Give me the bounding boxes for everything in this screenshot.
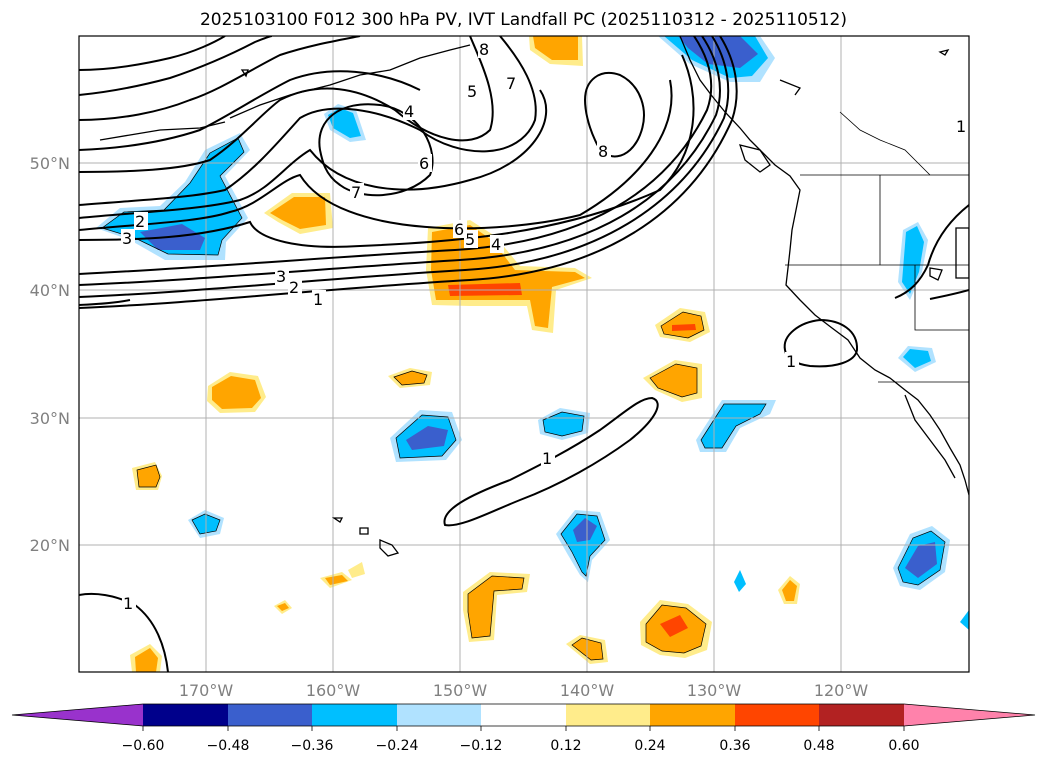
latitude-labels: 50°N 40°N 30°N 20°N <box>30 154 70 555</box>
colorbar-swatch-7 <box>650 704 735 726</box>
coastlines <box>99 36 969 557</box>
contour-label-1-b: 1 <box>542 449 552 468</box>
colorbar-swatch-2 <box>228 704 312 726</box>
contour-label-1-c: 1 <box>786 352 796 371</box>
colorbar-tick-1: −0.60 <box>122 738 165 754</box>
longitude-labels: 170°W 160°W 150°W 140°W 130°W 120°W <box>179 681 869 700</box>
colorbar-swatch-8 <box>735 704 819 726</box>
colorbar-tick-5: −0.12 <box>460 738 503 754</box>
colorbar-tick-10: 0.60 <box>888 738 919 754</box>
colorbar-swatch-4 <box>397 704 481 726</box>
contour-label-6-b: 6 <box>419 154 429 173</box>
colorbar-tick-6: 0.12 <box>550 738 581 754</box>
pv-contours <box>79 36 969 672</box>
lon-label-150w: 150°W <box>433 681 488 700</box>
contour-label-7-a: 7 <box>351 183 361 202</box>
map-panel: 1 2 3 4 5 6 7 2 3 4 5 6 7 8 <box>79 36 969 672</box>
contour-label-5-b: 5 <box>467 82 477 101</box>
contour-label-2-b: 2 <box>135 212 145 231</box>
contour-label-3-a: 3 <box>276 267 286 286</box>
colorbar-extend-max <box>904 704 1035 726</box>
lon-label-170w: 170°W <box>179 681 234 700</box>
colorbar-swatch-9 <box>819 704 904 726</box>
colorbar-swatch-6 <box>566 704 650 726</box>
colorbar-extend-min <box>12 704 143 726</box>
contour-label-5-a: 5 <box>465 230 475 249</box>
contour-label-1-a: 1 <box>313 290 323 309</box>
lon-label-160w: 160°W <box>306 681 361 700</box>
map-title: 2025103100 F012 300 hPa PV, IVT Landfall… <box>199 10 847 30</box>
contour-label-3-b: 3 <box>122 229 132 248</box>
gridlines <box>79 36 969 672</box>
lat-label-40n: 40°N <box>30 281 70 300</box>
lat-label-30n: 30°N <box>30 409 70 428</box>
contour-label-1-e: 1 <box>956 117 966 136</box>
colorbar-tick-9: 0.48 <box>803 738 834 754</box>
lat-label-50n: 50°N <box>30 154 70 173</box>
colorbar-tick-8: 0.36 <box>719 738 750 754</box>
contour-labels: 1 2 3 4 5 6 7 2 3 4 5 6 7 8 <box>121 40 969 613</box>
colorbar-tick-2: −0.48 <box>207 738 250 754</box>
colorbar-tick-4: −0.24 <box>376 738 419 754</box>
colorbar: −0.60 −0.48 −0.36 −0.24 −0.12 0.12 0.24 … <box>11 703 1036 754</box>
contour-label-8-b: 8 <box>598 142 608 161</box>
lat-label-20n: 20°N <box>30 536 70 555</box>
lon-label-130w: 130°W <box>687 681 742 700</box>
contour-label-6-a: 6 <box>454 220 464 239</box>
contour-label-4-a: 4 <box>491 235 501 254</box>
contour-label-2-a: 2 <box>289 278 299 297</box>
contour-label-7-b: 7 <box>506 74 516 93</box>
colorbar-swatch-1 <box>143 704 228 726</box>
colorbar-swatch-5 <box>481 704 566 726</box>
colorbar-swatch-3 <box>312 704 397 726</box>
map-frame <box>78 35 970 673</box>
contour-label-4-b: 4 <box>404 102 414 121</box>
anomaly-outlines <box>101 137 946 661</box>
lon-label-120w: 120°W <box>814 681 869 700</box>
contour-label-8-a: 8 <box>479 40 489 59</box>
colorbar-tick-3: −0.36 <box>291 738 334 754</box>
lon-label-140w: 140°W <box>560 681 615 700</box>
contour-label-1-d: 1 <box>123 594 133 613</box>
colorbar-tick-7: 0.24 <box>634 738 665 754</box>
